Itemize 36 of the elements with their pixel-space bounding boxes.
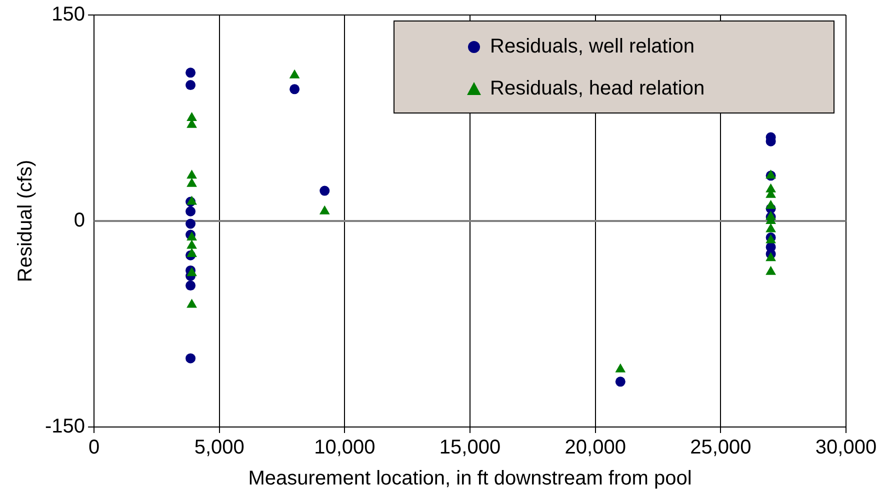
legend-label: Residuals, head relation <box>490 78 705 100</box>
point <box>186 248 197 257</box>
x-tick-label: 20,000 <box>564 436 626 459</box>
x-tick-label: 5,000 <box>194 436 244 459</box>
point <box>186 280 196 291</box>
y-tick-label: -150 <box>45 416 86 438</box>
point <box>186 178 197 187</box>
point <box>186 218 196 229</box>
point <box>766 266 776 275</box>
point <box>766 200 776 209</box>
point <box>186 68 196 78</box>
point <box>319 205 330 214</box>
point <box>186 170 197 179</box>
point <box>289 69 300 78</box>
x-tick-label: 30,000 <box>815 436 877 459</box>
point <box>186 298 197 308</box>
point <box>615 376 626 387</box>
point <box>766 252 776 262</box>
point <box>186 80 196 90</box>
point <box>320 186 330 196</box>
point <box>615 363 626 372</box>
point <box>186 240 197 249</box>
x-tick-label: 15,000 <box>439 436 501 459</box>
y-axis-title: Residual (cfs) <box>14 160 37 282</box>
point <box>186 206 196 216</box>
y-tick-label: 150 <box>52 4 86 26</box>
point <box>766 223 776 232</box>
legend-label: Residuals, well relation <box>490 36 695 58</box>
point <box>186 353 196 364</box>
x-tick-label: 25,000 <box>690 436 752 459</box>
x-tick-label: 0 <box>88 436 100 459</box>
x-axis-title: Measurement location, in ft downstream from pool <box>248 468 692 490</box>
x-tick-label: 10,000 <box>314 436 376 459</box>
point <box>186 112 197 121</box>
y-tick-label: 0 <box>74 210 86 232</box>
point <box>290 84 300 94</box>
